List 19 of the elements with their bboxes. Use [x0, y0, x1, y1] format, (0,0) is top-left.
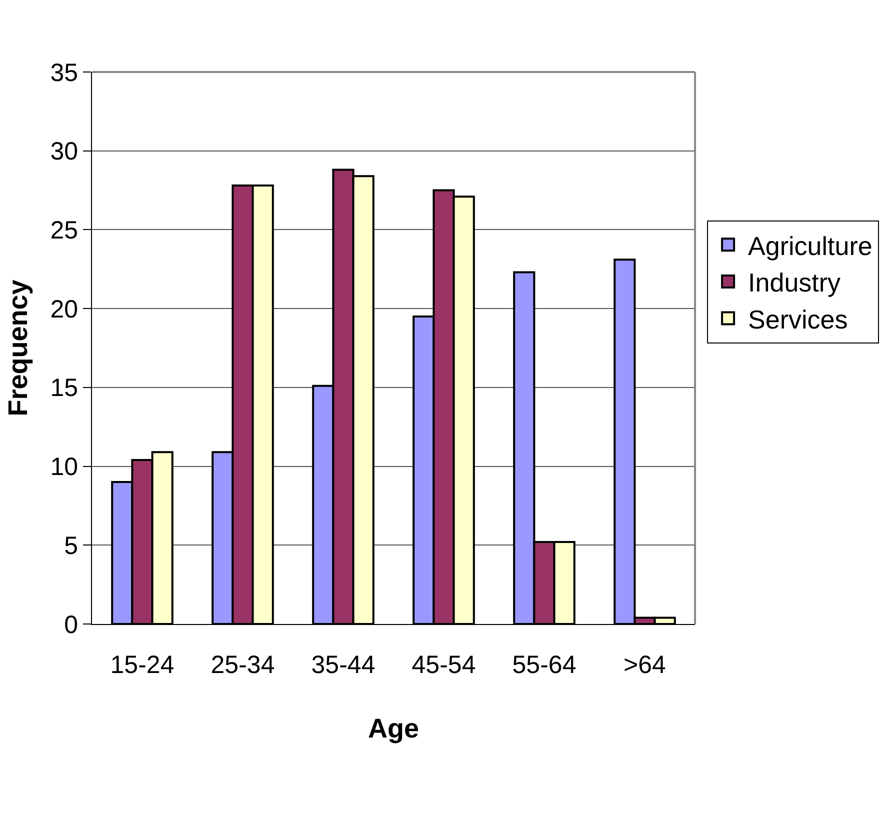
x-tick-label: 15-24: [110, 651, 174, 679]
legend-label: Agriculture: [748, 230, 872, 261]
y-tick-label: 15: [50, 374, 78, 402]
y-tick-label: 10: [50, 453, 78, 482]
x-axis-title: Age: [368, 713, 420, 744]
y-axis-title: Frequency: [3, 280, 34, 416]
legend-label: Industry: [748, 268, 841, 298]
x-tick-label: 45-54: [412, 651, 476, 679]
y-tick-label: 0: [64, 610, 78, 639]
x-tick-label: 55-64: [512, 651, 576, 679]
x-tick-label: >64: [624, 651, 666, 679]
y-tick-label: 35: [50, 58, 78, 87]
y-tick-label: 30: [50, 138, 78, 166]
x-tick-label: 35-44: [311, 651, 376, 679]
legend-label: Services: [748, 304, 848, 334]
y-tick-label: 25: [50, 216, 78, 244]
y-tick-label: 5: [64, 532, 78, 560]
x-tick-label: 25-34: [210, 651, 275, 679]
y-tick-label: 20: [50, 295, 78, 324]
